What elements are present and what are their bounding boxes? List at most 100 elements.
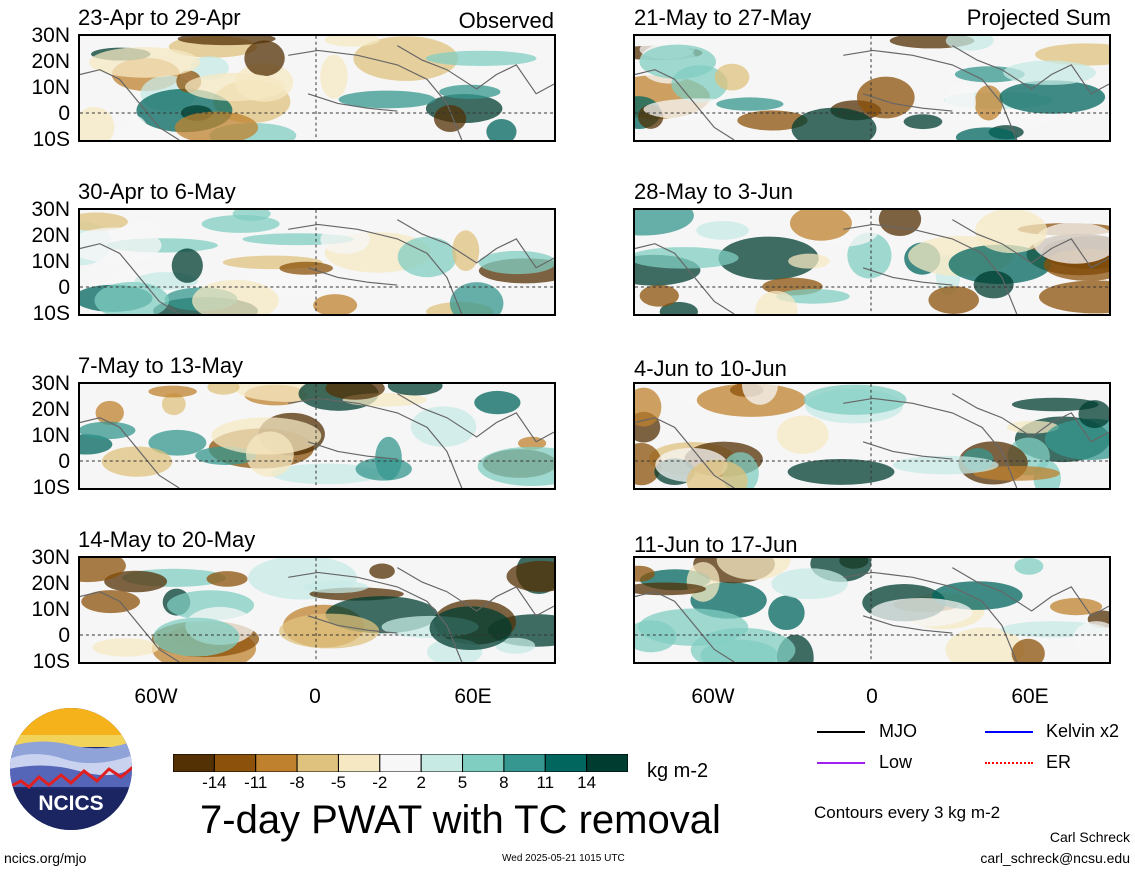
panel-title: 23-Apr to 29-Apr	[78, 5, 241, 30]
anomaly-region	[211, 417, 322, 455]
lon-label: 0	[309, 685, 321, 708]
anomaly-region	[324, 36, 380, 47]
anomaly-region	[639, 44, 717, 79]
colorbar-bin	[296, 753, 339, 773]
anomaly-region	[1014, 558, 1044, 575]
lon-label: 60W	[691, 685, 735, 708]
anomaly-region	[945, 627, 1025, 662]
anomaly-region	[506, 560, 554, 592]
anomaly-region	[355, 457, 412, 481]
anomaly-region	[104, 570, 168, 593]
anomaly-region	[856, 76, 915, 119]
lon-label: 60E	[454, 685, 492, 708]
panel-title: 14-May to 20-May	[78, 527, 256, 552]
anomaly-region	[1011, 397, 1099, 412]
anomaly-map	[78, 556, 556, 664]
lat-label: 0	[58, 450, 70, 473]
anomaly-region	[338, 90, 436, 109]
coastline	[635, 45, 1109, 140]
anomaly-map	[633, 208, 1111, 316]
anomaly-region	[271, 463, 382, 485]
anomaly-region	[696, 221, 749, 240]
anomaly-region	[975, 210, 1048, 254]
anomaly-region	[161, 393, 186, 416]
anomaly-region	[439, 84, 501, 99]
footer-author: Carl Schreck	[1049, 829, 1130, 845]
lat-label: 10N	[31, 598, 70, 621]
anomaly-region	[944, 82, 977, 123]
anomaly-region	[148, 429, 207, 456]
anomaly-region	[718, 236, 819, 280]
lat-label: 30N	[31, 24, 70, 47]
panel-header-projected: Projected Sum	[966, 5, 1111, 30]
anomaly-region	[755, 290, 798, 314]
anomaly-region	[303, 580, 369, 594]
colorbar-units: kg m-2	[647, 760, 709, 782]
lat-label: 0	[58, 624, 70, 647]
panel-title: 7-May to 13-May	[78, 353, 244, 378]
anomaly-region	[80, 421, 136, 440]
colorbar-bin	[337, 753, 381, 773]
anomaly-region	[353, 36, 459, 81]
coastline	[635, 567, 1109, 662]
anomaly-region	[397, 236, 457, 278]
anomaly-region	[714, 63, 750, 91]
footer-timestamp: Wed 2025-05-21 1015 UTC	[502, 853, 625, 864]
colorbar-tick-label: 5	[457, 773, 468, 792]
coastline	[635, 219, 1109, 314]
anomaly-region	[771, 568, 848, 600]
anomaly-map	[633, 34, 1111, 142]
anomaly-region	[148, 385, 197, 398]
lat-label: 30N	[31, 372, 70, 395]
anomaly-region	[928, 286, 979, 314]
lat-label: 10S	[32, 476, 70, 499]
anomaly-region	[686, 561, 720, 602]
anomaly-region	[1039, 280, 1109, 314]
anomaly-region	[737, 110, 808, 131]
lat-label: 20N	[31, 50, 70, 73]
anomaly-region	[452, 230, 480, 272]
anomaly-region	[776, 289, 850, 304]
colorbar-bin	[255, 753, 298, 773]
anomaly-region	[803, 384, 907, 415]
lat-label: 10N	[31, 424, 70, 447]
anomaly-region	[320, 224, 370, 255]
anomaly-region	[892, 455, 999, 475]
anomaly-region	[787, 459, 895, 485]
anomaly-region	[387, 384, 443, 396]
anomaly-region	[1035, 43, 1109, 66]
colorbar-tick-label: 11	[536, 773, 555, 792]
lon-label: 60E	[1011, 685, 1049, 708]
anomaly-region	[639, 284, 679, 307]
anomaly-region	[95, 400, 124, 425]
panel-title: 28-May to 3-Jun	[634, 179, 793, 204]
footer-email: carl_schreck@ncsu.edu	[980, 850, 1130, 866]
anomaly-region	[999, 80, 1106, 114]
colorbar-bin	[379, 753, 422, 773]
lat-label: 20N	[31, 572, 70, 595]
anomaly-region	[80, 106, 115, 140]
anomaly-region	[279, 613, 380, 649]
colorbar-tick-label: -11	[244, 773, 268, 792]
anomaly-region	[974, 85, 1003, 121]
colorbar-bin	[462, 753, 505, 773]
coastline	[635, 393, 1109, 488]
anomaly-region	[1049, 598, 1103, 616]
panel-title: 30-Apr to 6-May	[78, 179, 236, 204]
lat-label: 10N	[31, 250, 70, 273]
anomaly-region	[153, 617, 240, 657]
anomaly-region	[742, 384, 778, 405]
anomaly-map	[633, 382, 1111, 490]
anomaly-region	[477, 446, 554, 486]
panel-title: 11-Jun to 17-Jun	[634, 532, 798, 557]
coastline	[80, 393, 554, 488]
anomaly-region	[486, 119, 517, 140]
anomaly-map	[633, 556, 1111, 664]
anomaly-region	[325, 384, 385, 400]
anomaly-region	[174, 111, 259, 140]
legend-swatch-kelvin	[985, 731, 1033, 733]
lat-label: 10S	[32, 128, 70, 151]
anomaly-region	[1072, 621, 1109, 658]
colorbar-tick-label: -8	[289, 773, 305, 792]
anomaly-region	[89, 47, 201, 78]
